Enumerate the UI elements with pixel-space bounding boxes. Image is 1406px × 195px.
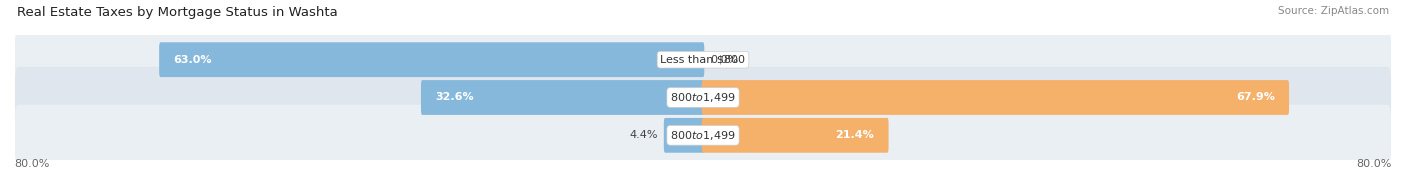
Text: $800 to $1,499: $800 to $1,499 bbox=[671, 129, 735, 142]
Text: 63.0%: 63.0% bbox=[173, 55, 212, 65]
Text: 80.0%: 80.0% bbox=[1357, 159, 1392, 169]
Text: $800 to $1,499: $800 to $1,499 bbox=[671, 91, 735, 104]
FancyBboxPatch shape bbox=[159, 42, 704, 77]
FancyBboxPatch shape bbox=[15, 67, 1391, 128]
Text: 4.4%: 4.4% bbox=[630, 130, 658, 140]
Text: 80.0%: 80.0% bbox=[14, 159, 49, 169]
FancyBboxPatch shape bbox=[702, 118, 889, 153]
Text: Source: ZipAtlas.com: Source: ZipAtlas.com bbox=[1278, 6, 1389, 16]
FancyBboxPatch shape bbox=[15, 105, 1391, 166]
Text: Less than $800: Less than $800 bbox=[661, 55, 745, 65]
Text: 67.9%: 67.9% bbox=[1236, 92, 1275, 103]
FancyBboxPatch shape bbox=[15, 29, 1391, 90]
Text: 21.4%: 21.4% bbox=[835, 130, 875, 140]
Text: Real Estate Taxes by Mortgage Status in Washta: Real Estate Taxes by Mortgage Status in … bbox=[17, 6, 337, 19]
FancyBboxPatch shape bbox=[420, 80, 704, 115]
Text: 0.0%: 0.0% bbox=[710, 55, 738, 65]
Text: 32.6%: 32.6% bbox=[436, 92, 474, 103]
FancyBboxPatch shape bbox=[702, 80, 1289, 115]
FancyBboxPatch shape bbox=[664, 118, 704, 153]
